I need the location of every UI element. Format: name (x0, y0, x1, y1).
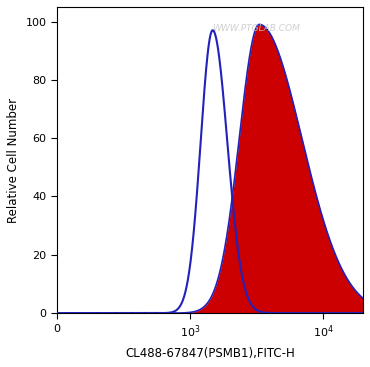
X-axis label: CL488-67847(PSMB1),FITC-H: CL488-67847(PSMB1),FITC-H (125, 347, 295, 360)
Text: WWW.PTGLAB.COM: WWW.PTGLAB.COM (212, 24, 300, 33)
Y-axis label: Relative Cell Number: Relative Cell Number (7, 98, 20, 222)
